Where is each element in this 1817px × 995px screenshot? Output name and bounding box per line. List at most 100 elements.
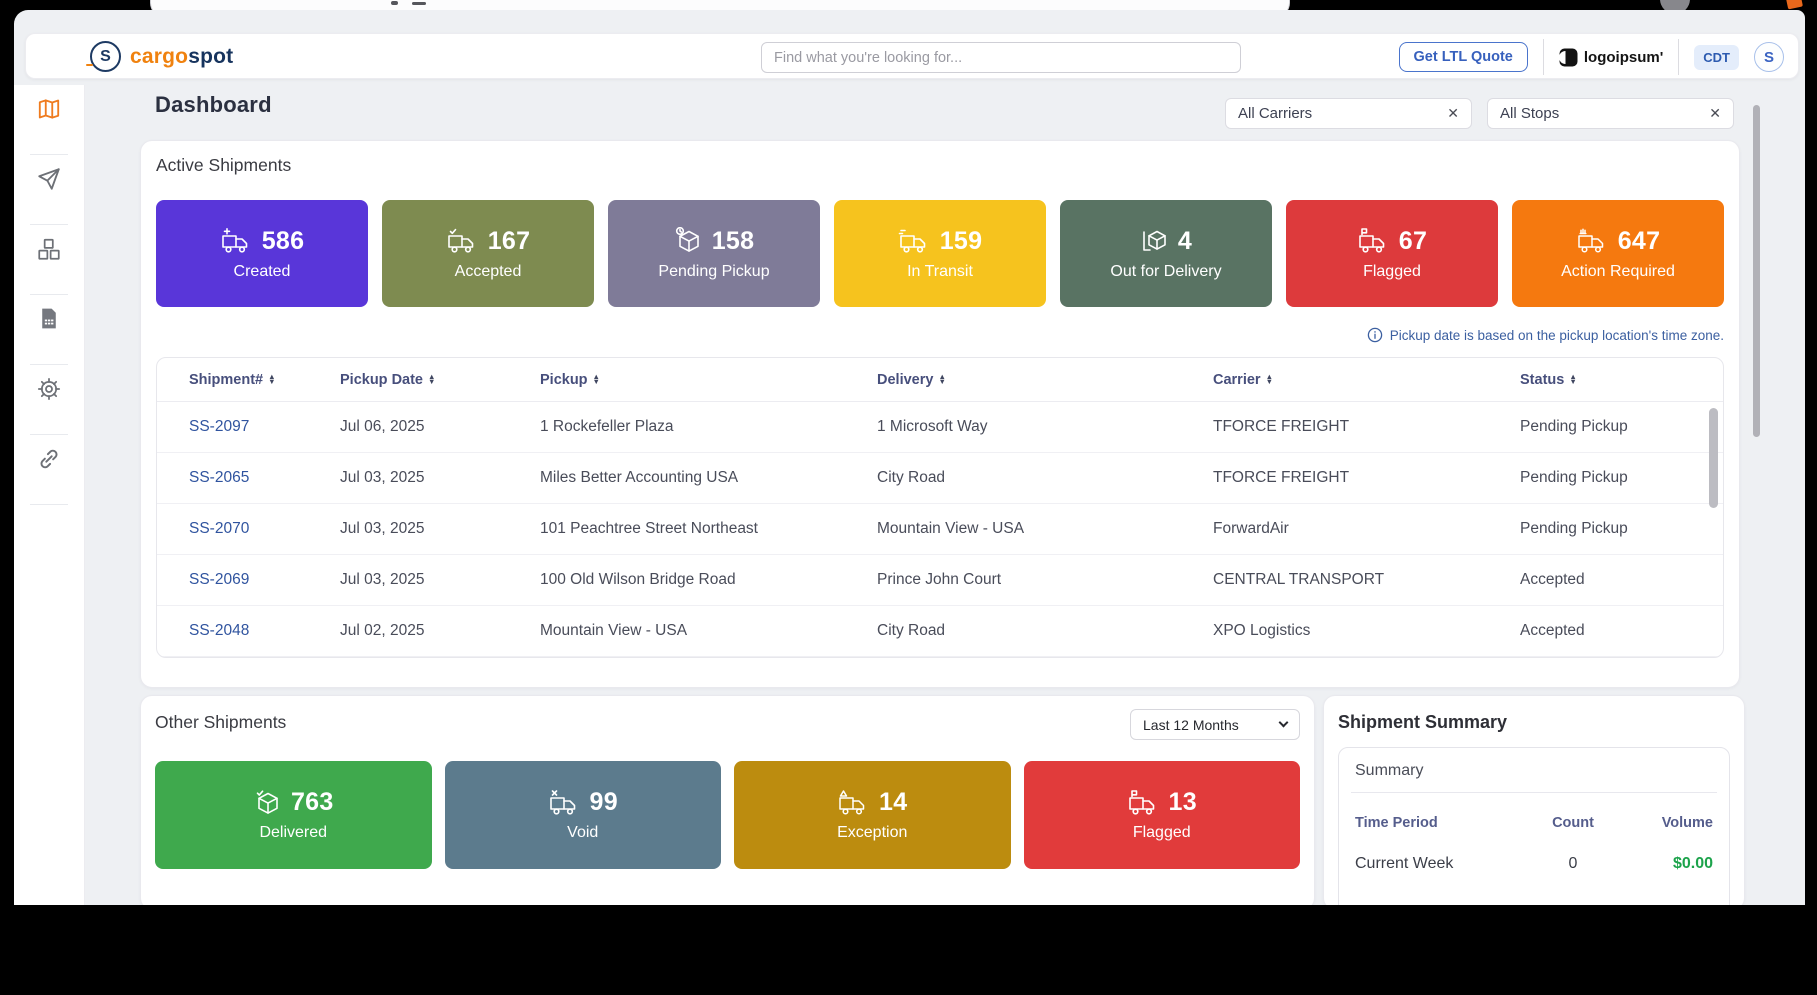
stat-card-pending-pickup[interactable]: 158 Pending Pickup — [608, 200, 820, 307]
divider — [1542, 39, 1544, 75]
brand-text: cargospot — [130, 44, 234, 68]
cell-delivery: Mountain View - USA — [877, 520, 1025, 537]
stat-label: Delivered — [259, 824, 328, 841]
packages-icon — [38, 238, 60, 260]
cell-pickup-date: Jul 02, 2025 — [340, 622, 425, 639]
other-shipments-title: Other Shipments — [155, 712, 287, 732]
chevron-down-icon — [1278, 717, 1289, 728]
stops-filter-select[interactable]: All Stops ✕ — [1487, 98, 1734, 129]
cell-status: Pending Pickup — [1520, 520, 1628, 537]
browser-extension-fragment — [1786, 0, 1803, 10]
brand-logo[interactable]: S cargospot — [86, 41, 234, 72]
send-icon — [38, 168, 60, 190]
divider — [1351, 792, 1717, 793]
carrier-filter-select[interactable]: All Carriers ✕ — [1225, 98, 1472, 129]
pickup-timezone-note: Pickup date is based on the pickup locat… — [156, 327, 1724, 343]
browser-tab-fragment — [412, 2, 426, 5]
note-text: Pickup date is based on the pickup locat… — [1389, 327, 1724, 343]
stat-card-action-required[interactable]: 647 Action Required — [1512, 200, 1724, 307]
cell-carrier: XPO Logistics — [1213, 622, 1311, 639]
cell-pickup: 101 Peachtree Street Northeast — [540, 520, 758, 537]
stat-count: 647 — [1617, 226, 1661, 255]
cell-carrier: CENTRAL TRANSPORT — [1213, 571, 1385, 588]
stat-card-created[interactable]: 586 Created — [156, 200, 368, 307]
sidebar-item-map[interactable] — [14, 85, 84, 155]
get-ltl-quote-button[interactable]: Get LTL Quote — [1398, 42, 1528, 72]
summary-row-current-week: Current Week 0 $0.00 — [1355, 855, 1713, 873]
sidebar-item-invoices[interactable] — [14, 295, 84, 365]
summary-period: Current Week — [1355, 855, 1454, 872]
stat-card-flagged[interactable]: 67 Flagged — [1286, 200, 1498, 307]
link-icon — [40, 449, 58, 469]
search-input[interactable] — [761, 42, 1241, 73]
column-header-pickup[interactable]: Pickup ▲ ▼ — [540, 371, 600, 388]
column-header-delivery[interactable]: Delivery ▲ ▼ — [877, 371, 946, 388]
shipment-link[interactable]: SS-2097 — [189, 418, 250, 435]
stat-count: 586 — [261, 226, 305, 255]
cell-pickup: 1 Rockefeller Plaza — [540, 418, 674, 435]
stat-card-out-for-delivery[interactable]: 4 Out for Delivery — [1060, 200, 1272, 307]
stat-card-exception[interactable]: 14 Exception — [734, 761, 1011, 869]
sidebar-item-settings[interactable] — [14, 365, 84, 435]
sort-icon: ▲ ▼ — [938, 372, 946, 386]
period-select-value: Last 12 Months — [1143, 716, 1239, 733]
user-avatar[interactable]: S — [1754, 42, 1784, 72]
stat-card-delivered[interactable]: 763 Delivered — [155, 761, 432, 869]
shipment-link[interactable]: SS-2069 — [189, 571, 250, 588]
column-header-status[interactable]: Status ▲ ▼ — [1520, 371, 1577, 388]
column-header-pickup-date[interactable]: Pickup Date ▲ ▼ — [340, 371, 436, 388]
clear-icon[interactable]: ✕ — [1447, 105, 1459, 121]
carrier-filter-value: All Carriers — [1238, 105, 1313, 122]
shipment-summary-panel: Shipment Summary Summary Time Period Cou… — [1323, 695, 1745, 905]
page-scrollbar[interactable] — [1753, 105, 1760, 437]
sidebar-item-shipments[interactable] — [14, 225, 84, 295]
stat-card-flagged-other[interactable]: 13 Flagged — [1023, 761, 1300, 869]
cell-pickup-date: Jul 03, 2025 — [340, 469, 425, 486]
stat-label: Void — [567, 824, 599, 841]
truck-flag-icon — [1128, 789, 1154, 815]
cell-status: Accepted — [1520, 622, 1585, 639]
cell-pickup: Miles Better Accounting USA — [540, 469, 739, 486]
summary-col-time-period: Time Period — [1355, 815, 1438, 831]
shipments-table: Shipment# ▲ ▼ Pickup Date ▲ ▼ Pickup ▲ ▼ Deliv… — [156, 357, 1724, 658]
stat-card-in-transit[interactable]: 159 In Transit — [834, 200, 1046, 307]
shipment-link[interactable]: SS-2065 — [189, 469, 250, 486]
column-header-carrier[interactable]: Carrier ▲ ▼ — [1213, 371, 1273, 388]
sort-icon: ▲ ▼ — [1569, 372, 1577, 386]
top-actions: Get LTL Quote logoipsum' CDT S — [1398, 39, 1784, 75]
shipment-link[interactable]: SS-2070 — [189, 520, 250, 537]
active-shipments-panel: Active Shipments 586 Created 167 — [140, 140, 1740, 688]
logoipsum-icon — [1558, 48, 1578, 66]
period-select[interactable]: Last 12 Months — [1130, 709, 1300, 740]
timezone-badge[interactable]: CDT — [1694, 44, 1739, 70]
shipment-summary-title: Shipment Summary — [1338, 712, 1508, 732]
page-title: Dashboard — [155, 92, 272, 117]
sidebar-item-tracking[interactable] — [14, 155, 84, 225]
sidebar-item-links[interactable] — [14, 435, 84, 505]
cell-delivery: City Road — [877, 622, 946, 639]
stat-label: In Transit — [907, 262, 973, 280]
stat-count: 159 — [939, 226, 983, 255]
truck-hand-icon — [1577, 228, 1603, 253]
truck-flag-icon — [1358, 228, 1385, 253]
stat-card-void[interactable]: 99 Void — [444, 761, 721, 869]
table-scrollbar[interactable] — [1709, 408, 1718, 508]
active-stat-cards: 586 Created 167 Accepted — [156, 200, 1724, 307]
cell-status: Pending Pickup — [1520, 418, 1628, 435]
box-clock-icon — [675, 227, 699, 252]
stat-count: 13 — [1168, 788, 1197, 816]
stat-card-accepted[interactable]: 167 Accepted — [382, 200, 594, 307]
cell-carrier: TFORCE FREIGHT — [1213, 469, 1350, 486]
shipment-link[interactable]: SS-2048 — [189, 622, 250, 639]
stat-label: Action Required — [1561, 262, 1675, 280]
cell-pickup-date: Jul 03, 2025 — [340, 571, 425, 588]
stat-label: Flagged — [1132, 824, 1191, 841]
stat-label: Flagged — [1363, 262, 1421, 280]
stat-count: 99 — [589, 788, 618, 816]
column-header-shipment[interactable]: Shipment# ▲ ▼ — [189, 371, 276, 388]
filters: All Carriers ✕ All Stops ✕ — [1225, 98, 1734, 129]
browser-tab-fragment — [391, 1, 398, 5]
cell-carrier: ForwardAir — [1213, 520, 1289, 537]
settings-icon — [37, 377, 61, 401]
clear-icon[interactable]: ✕ — [1709, 105, 1721, 121]
